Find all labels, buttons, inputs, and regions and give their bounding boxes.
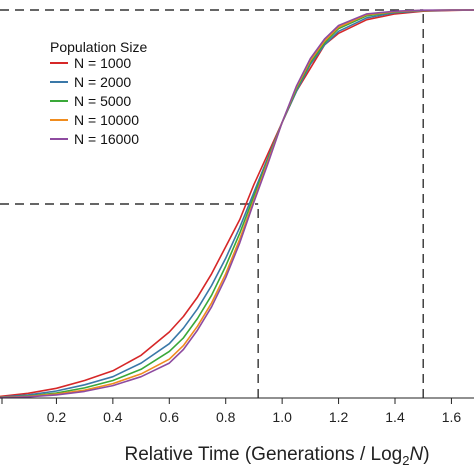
legend-label-5: N = 16000	[74, 131, 139, 147]
x-tick-label: 1.0	[272, 409, 292, 425]
legend-items: N = 1000 N = 2000 N = 5000 N = 10000 N = 160…	[50, 55, 139, 147]
x-tick-label: 1.4	[385, 409, 405, 425]
x-tick-label: 0.8	[216, 409, 236, 425]
x-tick-label: 1.2	[329, 409, 349, 425]
series-line-4	[0, 9, 474, 399]
series-line-1	[0, 9, 474, 398]
series-lines	[0, 9, 474, 399]
legend: Population Size N = 1000 N = 2000 N = 5000…	[50, 39, 148, 147]
legend-label-1: N = 1000	[74, 55, 131, 71]
x-axis-title-variable: N	[409, 444, 423, 465]
legend-title: Population Size	[50, 39, 148, 55]
x-axis-title-subscript: 2	[402, 453, 409, 468]
legend-label-4: N = 10000	[74, 112, 139, 128]
series-line-5	[0, 9, 474, 399]
x-axis-title: Relative Time (Generations / Log2N)	[124, 444, 429, 468]
x-tick-label: 0.6	[160, 409, 180, 425]
series-line-2	[0, 9, 474, 398]
x-ticks: 0.2 0.4 0.6 0.8 1.0 1.2 1.4 1.6	[1, 398, 462, 425]
legend-label-3: N = 5000	[74, 93, 131, 109]
series-line-3	[0, 9, 474, 399]
reference-lines	[0, 9, 424, 398]
x-tick-label: 0.4	[103, 409, 123, 425]
x-tick-label: 0.2	[47, 409, 67, 425]
legend-label-2: N = 2000	[74, 74, 131, 90]
x-tick-label: 1.6	[442, 409, 462, 425]
x-axis-title-suffix: )	[423, 444, 429, 465]
x-axis-title-prefix: Relative Time (Generations / Log	[124, 444, 402, 465]
